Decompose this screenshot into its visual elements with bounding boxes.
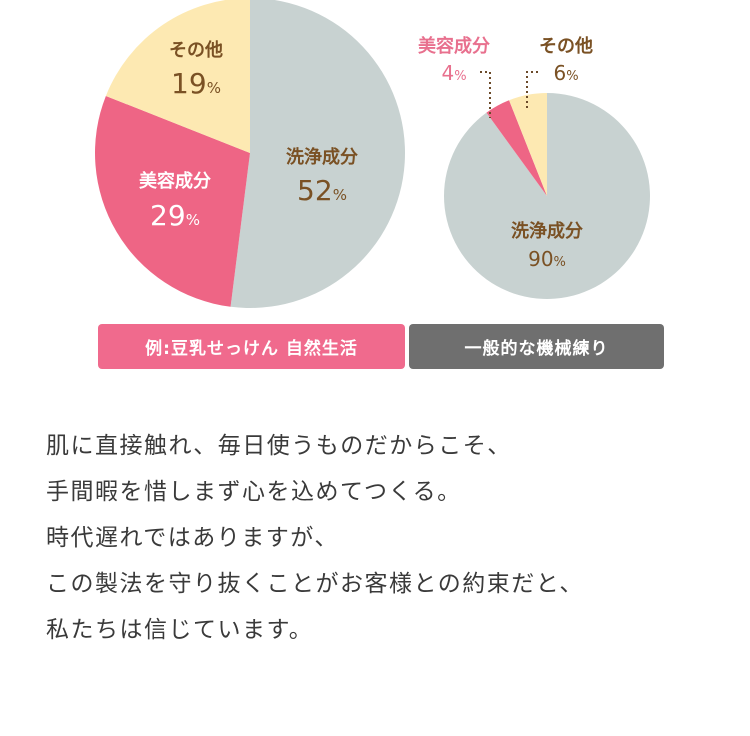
pie2-label-beauty-value: 4%: [441, 61, 466, 85]
pie-chart-soap: [94, 0, 405, 308]
pie-charts: 洗浄成分 52% 美容成分 29% その他 19% 洗浄成分 90% 美容成分 …: [94, 0, 650, 308]
body-line: この製法を守り抜くことがお客様との約束だと、: [46, 571, 584, 597]
pie2-label-other-name: その他: [539, 35, 593, 57]
leader-line-other: [526, 71, 538, 110]
pie1-slice-1: [94, 95, 250, 307]
body-text: 肌に直接触れ、毎日使うものだからこそ、 手間暇を惜しまず心を込めてつくる。 時代…: [46, 423, 736, 653]
pie2-label-cleansing-value: 90%: [528, 247, 566, 271]
pie-chart-machine: [444, 93, 650, 299]
pie1-slice-0: [230, 0, 405, 308]
pie1-label-cleansing-name: 洗浄成分: [286, 146, 358, 168]
body-line: 時代遅れではありますが、: [46, 525, 339, 551]
pie2-slice-1: [486, 100, 547, 196]
body-line: 私たちは信じています。: [46, 617, 314, 643]
pie1-label-other-value: 19%: [171, 67, 221, 100]
pie1-label-beauty-name: 美容成分: [139, 170, 211, 192]
leader-line-beauty: [480, 71, 491, 118]
caption-badge-soap: 例:豆乳せっけん 自然生活: [98, 324, 405, 369]
pie1-label-cleansing-value: 52%: [297, 174, 347, 207]
pie1-slice-2: [105, 0, 250, 153]
pie1-label-beauty-value: 29%: [150, 199, 200, 232]
pie1-label-other-name: その他: [169, 39, 223, 61]
pie2-label-other-value: 6%: [553, 61, 578, 85]
body-line: 肌に直接触れ、毎日使うものだからこそ、: [46, 433, 512, 459]
pie2-slice-2: [509, 93, 547, 196]
caption-badge-machine: 一般的な機械練り: [409, 324, 664, 369]
water-ripple-background: [0, 360, 750, 736]
body-line: 手間暇を惜しまず心を込めてつくる。: [46, 479, 462, 505]
pie2-label-cleansing-name: 洗浄成分: [511, 220, 583, 242]
pie2-label-beauty-name: 美容成分: [418, 35, 490, 57]
